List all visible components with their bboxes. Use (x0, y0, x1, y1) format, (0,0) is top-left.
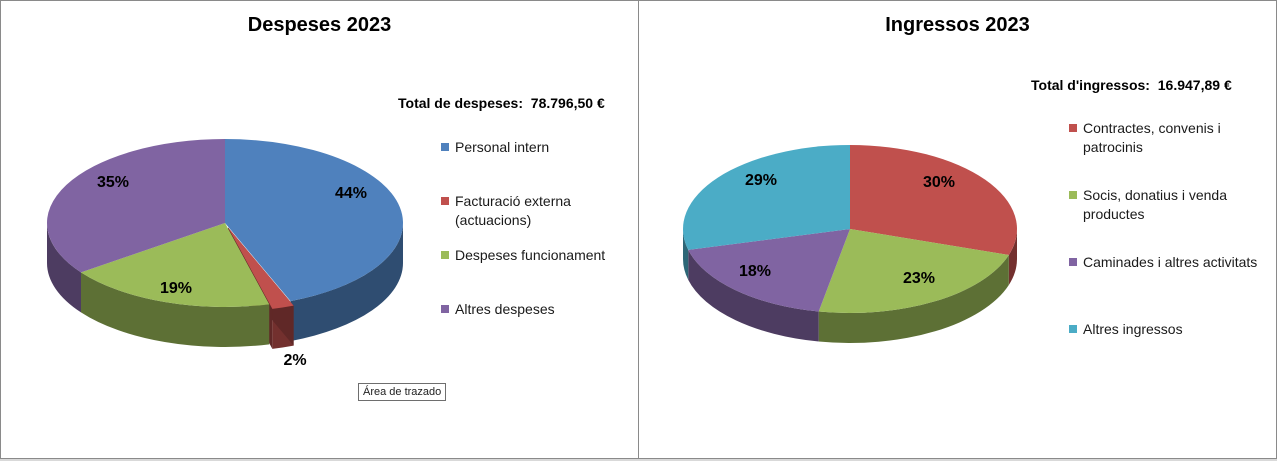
total-line: Total de despeses: 78.796,50 € (398, 95, 605, 111)
pie-side-wall (688, 249, 819, 342)
legend-label: Altres ingressos (1083, 321, 1183, 337)
pie-chart-ingressos[interactable]: 30% 23% 18% 29% (639, 1, 1277, 459)
plot-area-tooltip: Área de trazado (358, 383, 447, 401)
pie-data-label: 18% (739, 263, 771, 280)
legend-label: Facturació externa (actuacions) (455, 193, 571, 228)
pie-side-wall (290, 223, 403, 342)
pie-data-label: 35% (97, 174, 129, 191)
total-label: Total de despeses: (398, 95, 524, 111)
legend-label: Despeses funcionament (455, 247, 606, 263)
legend-label: Caminades i altres activitats (1083, 254, 1258, 270)
pie-slice[interactable] (80, 223, 270, 307)
chart-title: Ingressos 2023 (885, 14, 1030, 36)
pie-data-label: 30% (923, 174, 955, 191)
pie-data-label: 23% (903, 270, 935, 287)
pie-data-label: 29% (745, 172, 777, 189)
pie-side-wall (818, 254, 1009, 343)
total-label: Total d'ingressos: (1031, 77, 1150, 93)
pie-slice[interactable] (688, 229, 850, 312)
legend-swatch (441, 305, 449, 313)
total-line: Total d'ingressos: 16.947,89 € (1031, 77, 1232, 93)
legend-label: Contractes, convenis i patrocinis (1083, 120, 1221, 155)
pie-chart-despeses[interactable]: 44% 2% 19% 35% (1, 1, 639, 459)
pie-slice[interactable] (818, 229, 1009, 313)
chart-panel-ingressos[interactable]: Ingressos 2023 30% 23% 18% 29% Total d'ingr… (638, 0, 1277, 459)
pie-side-wall (683, 229, 689, 280)
legend-swatch (441, 197, 449, 205)
pie-side-wall (1008, 229, 1017, 285)
legend-label: Personal intern (455, 139, 550, 155)
sheet-grid-strip (0, 459, 1277, 461)
legend-swatch (441, 251, 449, 259)
pie-data-label: 2% (283, 352, 306, 369)
pie-data-label: 44% (335, 185, 367, 202)
pie-slice[interactable] (228, 227, 294, 309)
legend-swatch (1069, 325, 1077, 333)
legend-swatch (1069, 258, 1077, 266)
chart-title: Despeses 2023 (247, 14, 392, 36)
pie-slice[interactable] (46, 139, 225, 273)
pie-side-wall (80, 272, 270, 348)
total-value: 78.796,50 € (530, 95, 605, 111)
legend-swatch (441, 143, 449, 151)
pie-data-label: 19% (160, 280, 192, 297)
pie-side-wall (47, 223, 81, 313)
pie-slice[interactable] (225, 139, 404, 302)
legend-swatch (1069, 191, 1077, 199)
legend-swatch (1069, 124, 1077, 132)
chart-panel-despeses[interactable]: Despeses 2023 44% 2% 19% 35% Total de despe… (0, 0, 639, 459)
pie-slice[interactable] (683, 145, 850, 250)
pie-slice[interactable] (850, 145, 1017, 255)
legend-label: Socis, donatius i venda productes (1083, 187, 1227, 222)
pie-side-walls (683, 229, 1017, 343)
total-value: 16.947,89 € (1157, 77, 1232, 93)
legend-label: Altres despeses (455, 301, 555, 317)
